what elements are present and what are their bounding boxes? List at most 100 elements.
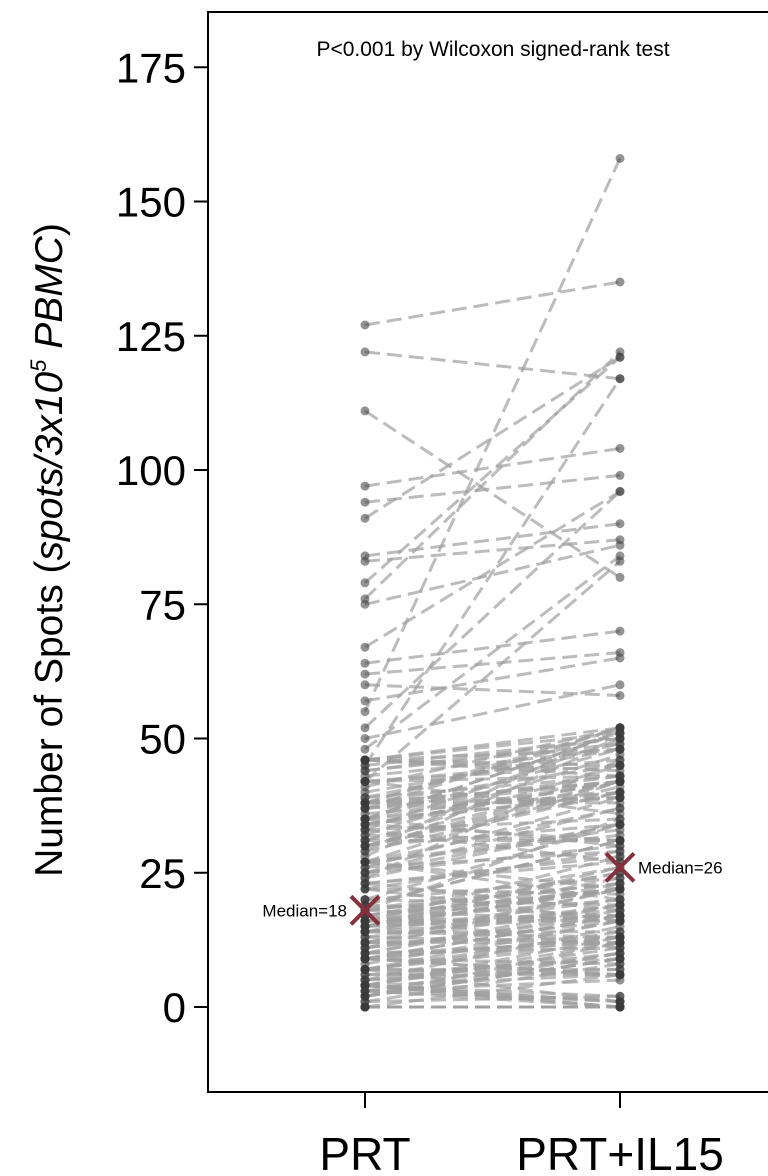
pair-line-177: [364, 774, 621, 783]
pair-line-164: [364, 849, 621, 891]
point-prt-il15-6: [615, 519, 625, 529]
point-prt-18: [360, 734, 370, 743]
y-tick-label: 25: [139, 850, 186, 897]
pair-line-67: [364, 887, 621, 896]
pair-line-148: [364, 914, 621, 923]
pair-line-140: [364, 731, 621, 821]
y-tick-label: 75: [139, 581, 186, 628]
pair-line-183: [364, 962, 621, 1004]
point-prt-il15-2: [615, 572, 625, 582]
pair-line-46: [364, 935, 621, 945]
median-marker-1: [604, 851, 636, 883]
pair-line-187: [364, 984, 621, 1009]
pair-line-156: [364, 758, 621, 880]
point-prt-11: [360, 642, 370, 652]
pair-lines: [363, 157, 622, 1009]
point-prt-il15-9: [615, 347, 625, 357]
point-prt-il15-18: [615, 680, 625, 690]
pair-line-5: [364, 355, 621, 520]
pair-line-27: [364, 865, 621, 912]
pair-line-185: [364, 914, 621, 961]
pair-line-103: [364, 957, 621, 977]
point-prt-7: [360, 556, 370, 566]
pair-line-63: [364, 989, 621, 1004]
point-prt-15: [360, 696, 370, 706]
pair-line-145: [364, 887, 621, 923]
pair-line-12: [364, 629, 621, 665]
point-prt-il15-15: [615, 653, 625, 663]
pair-line-66: [364, 747, 621, 821]
point-prt-il15-12: [615, 626, 625, 636]
point-prt-il15-14: [615, 691, 625, 700]
point-prt-16: [360, 707, 370, 717]
x-tick-label-0: PRT: [319, 1128, 410, 1176]
pair-line-165: [364, 984, 621, 1009]
pair-line-146: [364, 903, 621, 918]
x-tick-label-1: PRT+IL15: [516, 1128, 724, 1176]
point-prt-14: [360, 680, 370, 690]
pair-line-9: [363, 350, 622, 600]
point-prt-il15-189: [615, 766, 625, 776]
point-prt-175: [360, 938, 370, 948]
pair-line-189: [364, 758, 621, 773]
pair-line-120: [364, 941, 621, 971]
pair-line-1: [364, 350, 621, 381]
pair-line-114: [364, 898, 621, 907]
pair-line-15: [364, 656, 621, 703]
test-annotation: P<0.001 by Wilcoxon signed-rank test: [316, 38, 669, 61]
pair-line-51: [364, 957, 621, 998]
point-prt-140: [360, 814, 370, 824]
plot-frame: [207, 11, 768, 1093]
x-axis: PRT PRT+IL15: [319, 1092, 724, 1176]
pair-line-25: [364, 994, 621, 1004]
median-cross-b: [349, 894, 381, 926]
median-marker-0: [349, 894, 381, 926]
point-prt-il15-167: [615, 728, 625, 738]
point-prt-il15-3: [615, 444, 625, 453]
y-axis-label: Number of Spots (spots/3x105 PBMC): [26, 223, 71, 877]
pair-line-96: [364, 935, 621, 945]
point-prt-il15-164: [615, 846, 625, 856]
pair-line-41: [364, 780, 621, 864]
pair-line-109: [364, 731, 621, 805]
point-prt-19: [360, 744, 370, 754]
pair-line-16: [363, 157, 622, 713]
pair-line-184: [364, 989, 621, 1009]
pair-line-124: [364, 935, 621, 971]
point-prt-179: [360, 857, 370, 867]
point-prt-il15-134: [615, 744, 625, 754]
pair-line-87: [364, 898, 621, 923]
pair-line-21: [363, 377, 622, 767]
pair-line-137: [364, 925, 621, 982]
point-prt-1: [360, 347, 370, 357]
pair-line-29: [364, 930, 621, 939]
pair-line-180: [364, 967, 621, 977]
pair-line-35: [364, 903, 621, 945]
point-prt-10: [360, 599, 370, 609]
point-prt-189: [360, 755, 370, 765]
pair-line-23: [364, 560, 621, 783]
pair-line-168: [364, 839, 621, 907]
pair-line-117: [364, 758, 621, 767]
median-markers: Median=18 Median=26: [262, 851, 723, 926]
pair-line-75: [364, 973, 621, 1009]
median-cross-b: [604, 851, 636, 883]
point-prt-186: [360, 1002, 370, 1012]
pair-line-118: [364, 758, 621, 783]
pair-line-135: [364, 726, 621, 853]
pair-line-4: [364, 473, 621, 504]
pair-line-90: [364, 978, 621, 993]
pair-line-53: [364, 758, 621, 778]
pair-line-17: [363, 490, 622, 729]
pair-line-151: [364, 908, 621, 928]
point-prt-17: [360, 723, 370, 733]
pair-line-33: [364, 796, 621, 869]
point-prt-il15-183: [615, 959, 625, 969]
pair-line-0: [364, 280, 621, 327]
pair-line-69: [364, 951, 621, 998]
pair-line-130: [364, 951, 621, 993]
pair-line-128: [364, 984, 621, 998]
point-prt-13: [360, 669, 370, 679]
y-tick-label: 0: [163, 984, 186, 1031]
pair-line-19: [364, 554, 621, 751]
